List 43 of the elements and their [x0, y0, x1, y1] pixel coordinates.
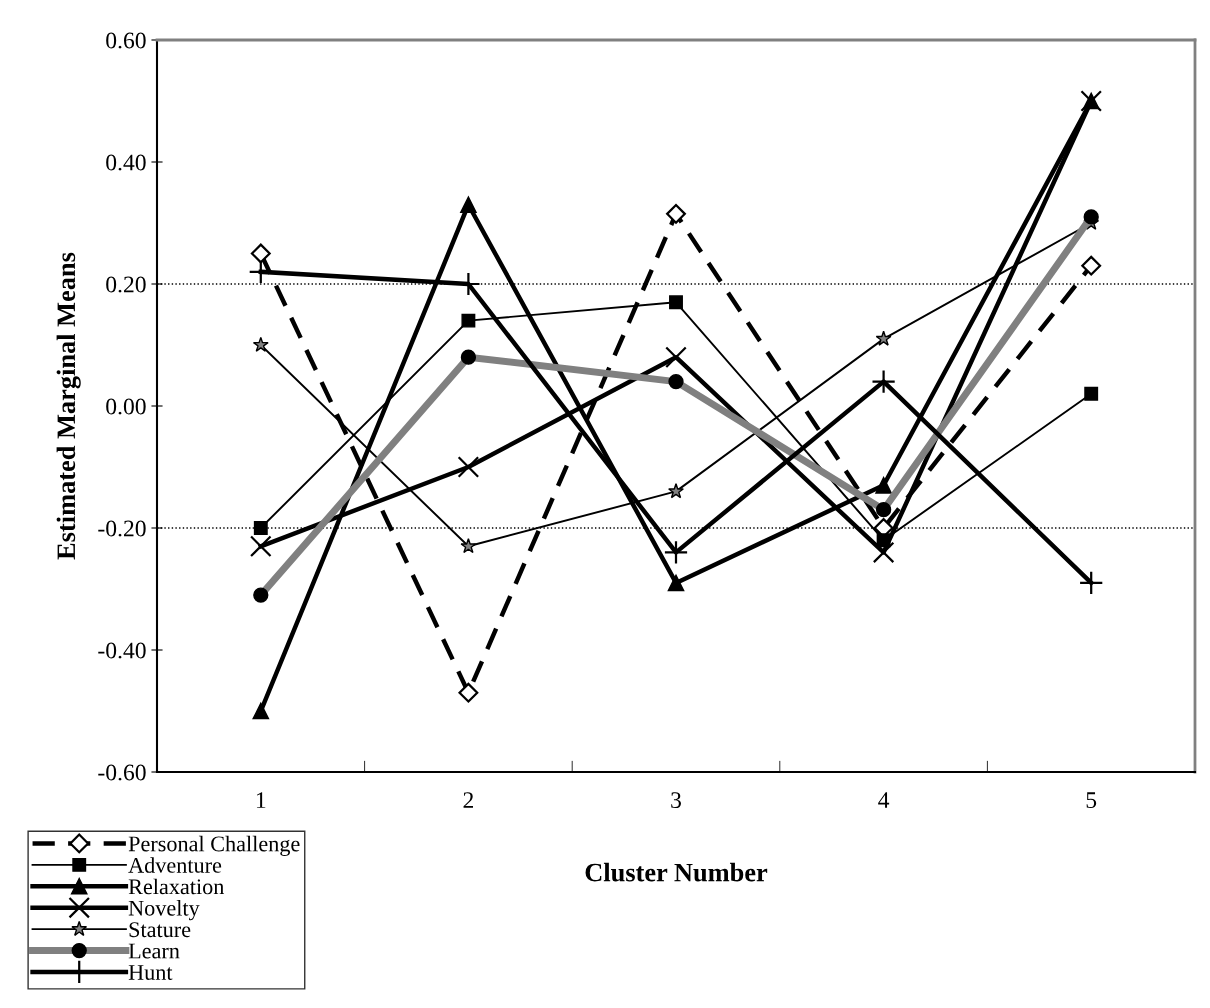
x-tick-label: 4: [878, 792, 890, 808]
legend-label: Relaxation: [128, 878, 225, 895]
x-tick-label: 5: [1086, 792, 1097, 809]
legend-label: Hunt: [128, 965, 173, 980]
y-tick-label: -0.20: [98, 520, 146, 537]
x-tick-label: 3: [671, 792, 681, 809]
point: [460, 537, 477, 554]
y-tick-label: -0.40: [98, 642, 146, 659]
point: [249, 535, 272, 558]
point: [668, 483, 684, 499]
legend-label: Novelty: [128, 900, 200, 921]
point: [875, 330, 892, 346]
legend-label: Stature: [129, 922, 191, 938]
point: [666, 203, 686, 224]
y-tick-label: 0.40: [106, 154, 146, 171]
point: [252, 336, 269, 352]
point: [667, 574, 685, 592]
y-tick-label: 0.20: [106, 276, 146, 293]
point: [461, 313, 476, 328]
legend-label: Adventure: [128, 857, 222, 873]
point: [250, 243, 271, 264]
x-axis-title: Cluster Number: [585, 862, 768, 882]
point: [871, 369, 896, 394]
y-tick-label: 0.00: [106, 398, 146, 415]
point: [669, 295, 683, 310]
y-tick-label: 0.60: [106, 32, 146, 49]
point: [872, 541, 895, 564]
y-tick-label: -0.60: [98, 764, 146, 781]
point: [253, 521, 268, 535]
point: [875, 476, 892, 494]
point: [460, 196, 477, 214]
point: [663, 540, 689, 565]
x-tick-label: 1: [256, 792, 266, 808]
point: [1084, 386, 1099, 401]
legend-label: Learn: [128, 943, 180, 959]
point: [457, 456, 480, 478]
legend-label: Personal Challenge: [128, 835, 300, 856]
x-tick-label: 2: [463, 792, 473, 808]
point: [1081, 255, 1102, 276]
y-axis-title: Estimated Marginal Means: [56, 252, 81, 560]
point: [458, 682, 479, 703]
point: [252, 702, 270, 720]
point: [665, 346, 687, 369]
